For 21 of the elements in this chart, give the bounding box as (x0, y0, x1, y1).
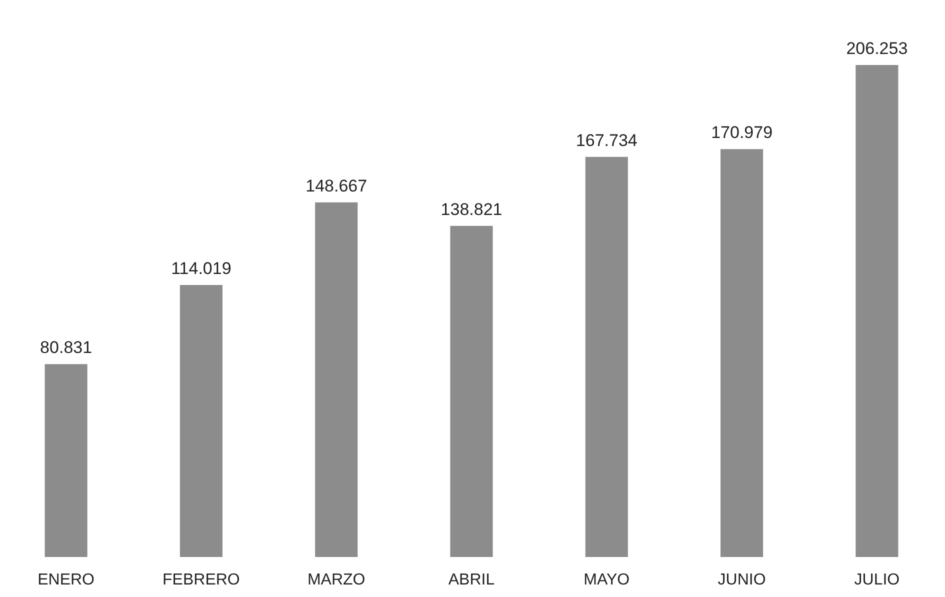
data-label: 170.979 (711, 123, 773, 142)
x-tick-label: JUNIO (718, 572, 766, 588)
data-label: 80.831 (40, 338, 92, 358)
x-tick-label: ENERO (38, 572, 95, 588)
x-tick-label: JULIO (854, 572, 900, 588)
bar (585, 156, 628, 557)
x-tick-label: ABRIL (448, 572, 495, 588)
data-label: 138.821 (440, 200, 502, 219)
bar (720, 149, 764, 557)
x-tick-label: MARZO (307, 572, 366, 588)
x-tick-label: FEBRERO (162, 572, 240, 588)
x-tick-label: MAYO (584, 572, 630, 588)
bar (856, 65, 898, 557)
data-label: 167.734 (576, 130, 638, 150)
data-label: 206.253 (846, 39, 908, 58)
bar (180, 285, 222, 557)
data-label: 114.019 (171, 259, 232, 278)
bar (44, 364, 88, 557)
bar (450, 226, 493, 557)
bar (315, 202, 358, 557)
data-label: 148.667 (306, 176, 368, 196)
